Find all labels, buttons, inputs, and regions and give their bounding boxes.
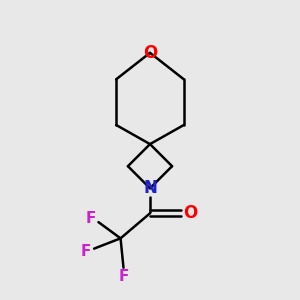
Text: N: N bbox=[143, 179, 157, 197]
Text: O: O bbox=[183, 204, 197, 222]
Text: O: O bbox=[143, 44, 157, 62]
Text: F: F bbox=[81, 244, 91, 259]
Text: F: F bbox=[118, 269, 129, 284]
Text: F: F bbox=[85, 211, 96, 226]
